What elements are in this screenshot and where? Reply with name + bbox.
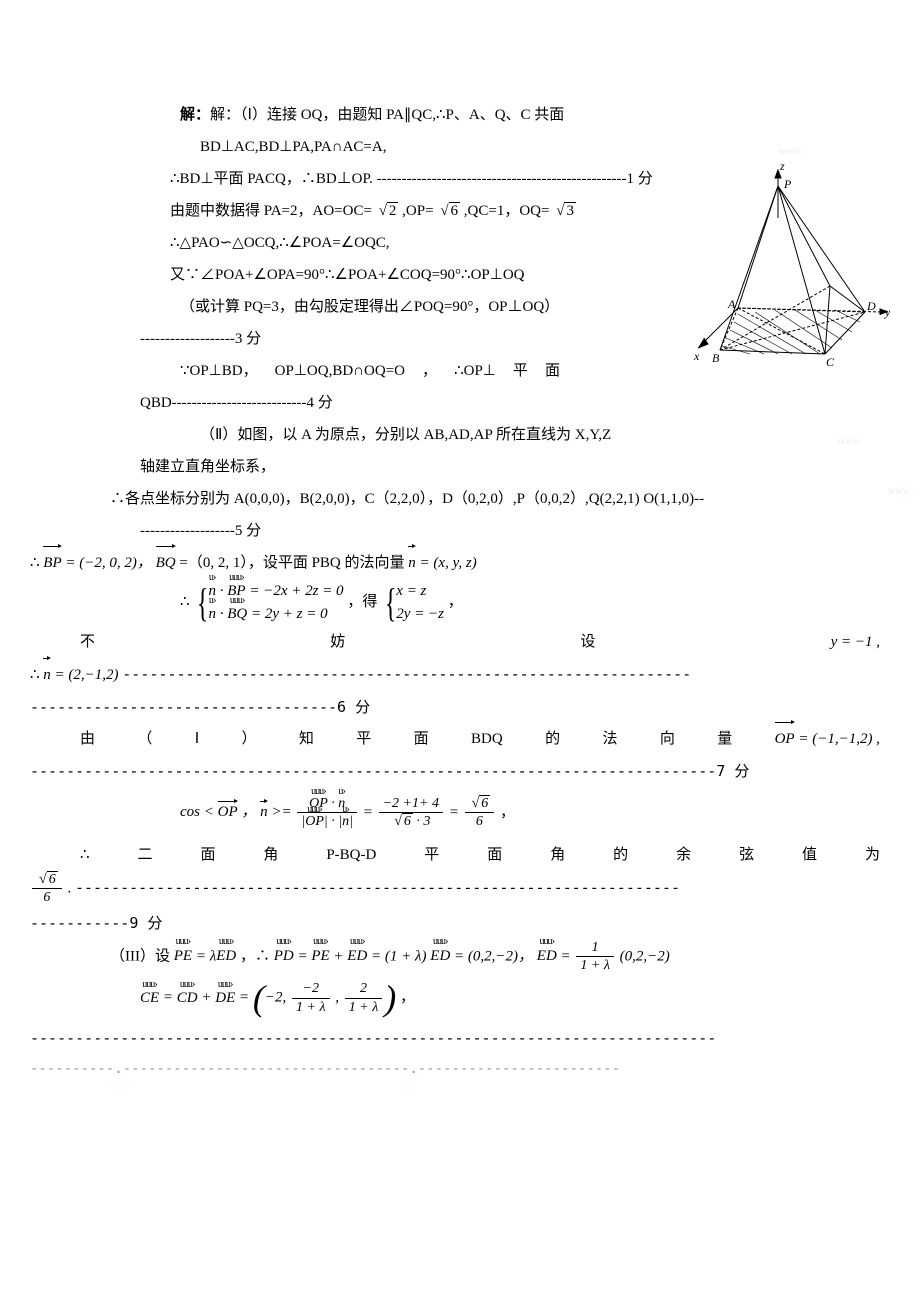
- text-line: -----------9 分: [30, 908, 780, 938]
- text-line: 由（Ⅰ ）知平 面BDQ的 法向量 OP = (−1,−1,2) ,: [30, 724, 880, 754]
- text-line: 6 6 . ----------------------------------…: [30, 872, 780, 906]
- math-line: uuuCE = uuuCD + uuuDE = ( −2, −21 + λ , …: [140, 981, 780, 1015]
- svg-text:C: C: [826, 355, 835, 369]
- text-line: ∴△PAO∽△OCQ,∴∠POA=∠OQC,: [140, 228, 780, 258]
- watermark: www: [888, 480, 910, 502]
- text-line: ∵OP⊥BD，OP⊥OQ,BD∩OQ=O，∴OP⊥平面: [140, 356, 780, 386]
- text-line: 解：解：（Ⅰ）连接 OQ，由题知 PA∥QC,∴P、A、Q、C 共面: [140, 100, 780, 130]
- svg-text:P: P: [783, 177, 792, 191]
- text-line: 不妨设 y = −1 ,: [30, 627, 880, 657]
- text-line: ∴ n = (2,−1,2) -------------------------…: [30, 659, 780, 690]
- watermark: www: [838, 430, 860, 452]
- text-line: （Ⅱ）如图，以 A 为原点，分别以 AB,AD,AP 所在直线为 X,Y,Z: [140, 420, 780, 450]
- text-line: 由题中数据得 PA=2，AO=OC= 2 ,OP= 6 ,QC=1，OQ= 3: [140, 196, 780, 226]
- svg-text:y: y: [884, 305, 890, 319]
- text-line: 轴建立直角坐标系，: [140, 452, 780, 482]
- math-line: （III）设 uuuPE = λuuuED ，∴ uuuPD = uuuPE +…: [30, 940, 880, 974]
- text-line: ----------------------------------6 分: [30, 692, 780, 722]
- text-line: -------------------3 分: [140, 324, 780, 354]
- svg-text:D: D: [866, 299, 876, 313]
- text-line: ----------------------------------------…: [30, 756, 780, 786]
- text-line: ∴BD⊥平面 PACQ，∴BD⊥OP. --------------------…: [140, 164, 780, 194]
- footer-dashline: ----------.-----------------------------…: [30, 1055, 890, 1083]
- text-line: ∴二面 角P-BQ-D平 面角的 余弦值 为: [30, 840, 880, 870]
- text-line: ∴各点坐标分别为 A(0,0,0)，B(2,0,0)，C（2,2,0），D（0,…: [30, 484, 880, 514]
- watermark: www: [778, 140, 800, 162]
- math-line: ∴ { un · uuuBP = −2x + 2z = 0 un · uuuBQ…: [140, 580, 780, 625]
- text-line: BD⊥AC,BD⊥PA,PA∩AC=A,: [140, 132, 780, 162]
- math-line: cos < OP ， n >= uuuOP · un |uuuOP| · |un…: [140, 796, 780, 830]
- text-line: -------------------5 分: [140, 516, 780, 546]
- text-line: 又∵∠POA+∠OPA=90°∴∠POA+∠COQ=90°∴OP⊥OQ: [140, 260, 780, 290]
- text-line: ----------------------------------------…: [30, 1023, 780, 1053]
- text-line: （或计算 PQ=3，由勾股定理得出∠POQ=90°，OP⊥OQ）: [140, 292, 780, 322]
- math-line: ∴ BP = (−2, 0, 2)， BQ =（0, 2, 1），设平面 PBQ…: [30, 548, 780, 578]
- text-line: QBD---------------------------4 分: [140, 388, 780, 418]
